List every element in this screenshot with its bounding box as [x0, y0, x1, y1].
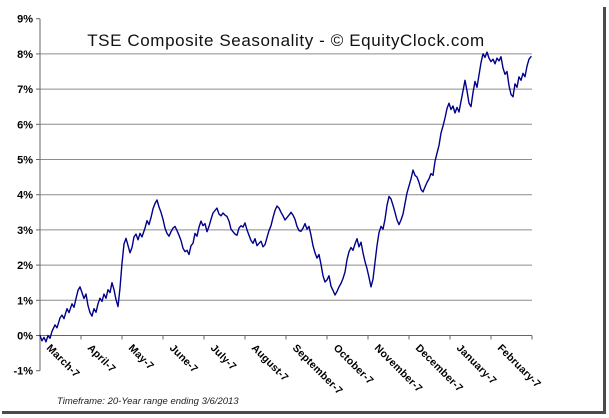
x-axis-tick-label: February-7 [495, 342, 543, 390]
y-axis-tick-label: 6% [17, 119, 33, 131]
image-drop-shadow-right [603, 7, 606, 414]
seasonality-line [39, 51, 532, 343]
y-axis-tick-label: 1% [17, 295, 33, 307]
y-axis-tick-label: 4% [17, 190, 33, 202]
chart-title: TSE Composite Seasonality - © EquityCloc… [87, 31, 485, 50]
y-axis-tick-label: 7% [17, 84, 33, 96]
x-axis-tick-label: August-7 [249, 342, 291, 384]
y-axis-tick-label: 8% [17, 49, 33, 61]
y-axis-tick-label: 5% [17, 155, 33, 167]
y-axis-tick-label: 3% [17, 225, 33, 237]
timeframe-note: Timeframe: 20-Year range ending 3/6/2013 [57, 396, 239, 407]
y-axis-tick-label: 0% [17, 331, 33, 343]
y-axis-tick-label: 2% [17, 260, 33, 272]
x-axis-tick-label: June-7 [167, 342, 200, 375]
image-drop-shadow-bottom [2, 411, 606, 414]
x-axis-tick-label: May-7 [126, 342, 156, 372]
x-axis-tick-label: April-7 [85, 342, 118, 375]
x-axis-tick-label: March-7 [44, 342, 82, 380]
y-axis-tick-label: -1% [13, 366, 33, 378]
x-axis-tick-label: July-7 [208, 342, 239, 373]
y-axis-tick-label: 9% [17, 14, 33, 26]
